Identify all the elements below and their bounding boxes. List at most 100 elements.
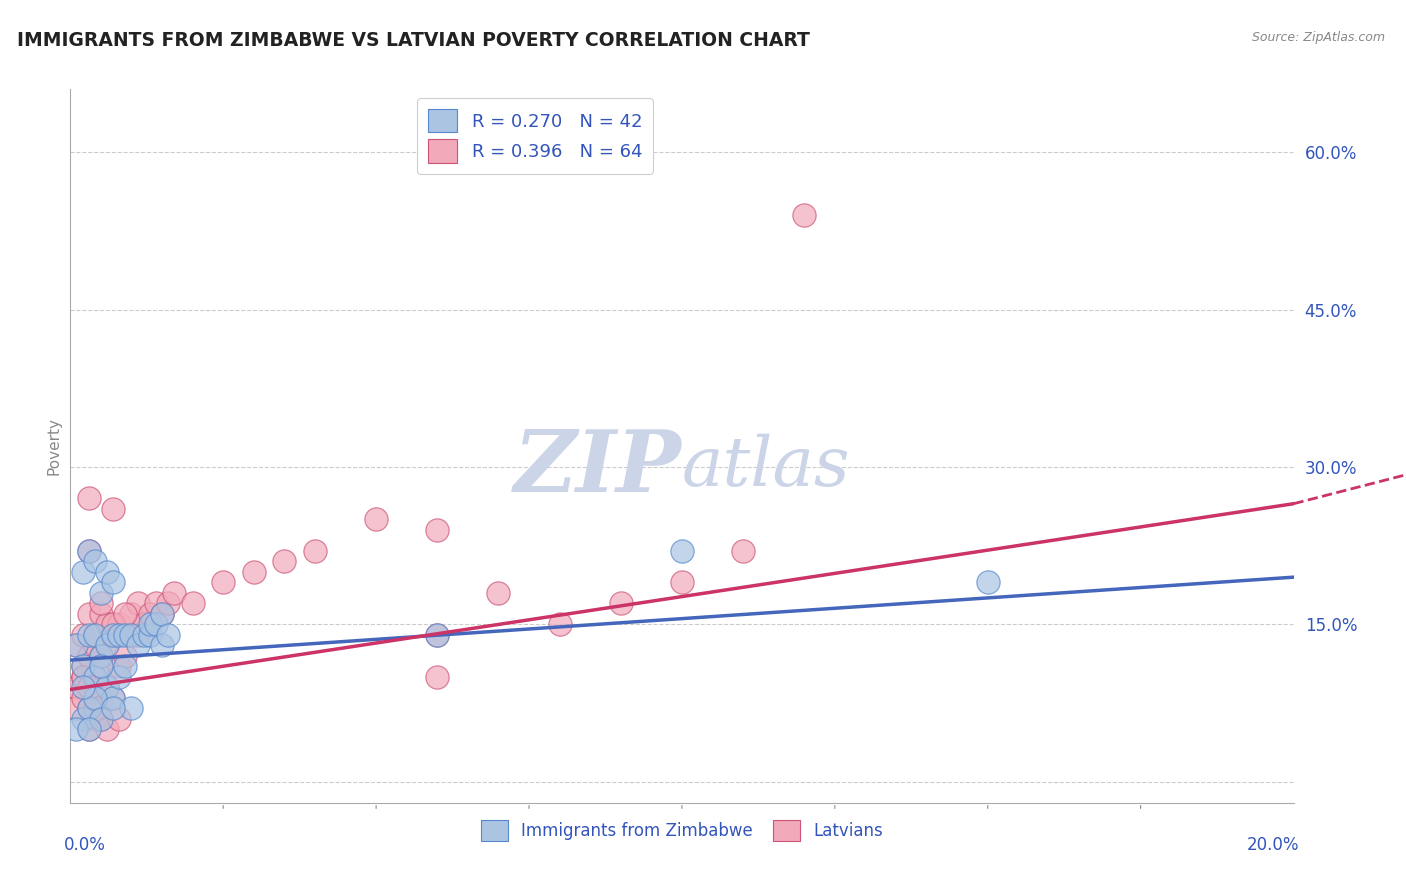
Point	[150, 607, 173, 621]
Point	[976, 575, 998, 590]
Point	[426, 628, 449, 642]
Point	[90, 607, 112, 621]
Point	[101, 575, 124, 590]
Point	[72, 690, 94, 705]
Point	[132, 628, 155, 642]
Point	[96, 681, 118, 695]
Point	[139, 617, 162, 632]
Text: ZIP: ZIP	[515, 425, 682, 509]
Point	[83, 628, 105, 642]
Point	[90, 596, 112, 610]
Point	[72, 670, 94, 684]
Point	[101, 628, 124, 642]
Point	[72, 670, 94, 684]
Point	[163, 586, 186, 600]
Point	[96, 565, 118, 579]
Point	[114, 607, 136, 621]
Point	[273, 554, 295, 568]
Point	[114, 648, 136, 663]
Point	[101, 628, 124, 642]
Point	[101, 690, 124, 705]
Point	[671, 575, 693, 590]
Point	[72, 659, 94, 673]
Point	[121, 701, 143, 715]
Point	[96, 639, 118, 653]
Point	[610, 596, 633, 610]
Point	[77, 723, 100, 737]
Point	[90, 659, 112, 673]
Point	[488, 586, 510, 600]
Point	[157, 628, 180, 642]
Point	[108, 659, 131, 673]
Point	[101, 701, 124, 715]
Point	[366, 512, 388, 526]
Point	[157, 596, 180, 610]
Point	[65, 639, 87, 653]
Point	[426, 670, 449, 684]
Point	[145, 617, 167, 632]
Point	[145, 596, 167, 610]
Point	[139, 607, 162, 621]
Point	[96, 639, 118, 653]
Point	[72, 628, 94, 642]
Text: 0.0%: 0.0%	[65, 837, 105, 855]
Point	[96, 723, 118, 737]
Point	[90, 712, 112, 726]
Point	[77, 681, 100, 695]
Point	[83, 701, 105, 715]
Text: 20.0%: 20.0%	[1247, 837, 1299, 855]
Point	[139, 628, 162, 642]
Point	[121, 628, 143, 642]
Point	[72, 565, 94, 579]
Point	[72, 712, 94, 726]
Point	[90, 648, 112, 663]
Point	[304, 544, 326, 558]
Point	[150, 607, 173, 621]
Point	[96, 617, 118, 632]
Point	[83, 639, 105, 653]
Point	[108, 712, 131, 726]
Point	[77, 544, 100, 558]
Text: atlas: atlas	[682, 434, 851, 500]
Point	[101, 502, 124, 516]
Point	[426, 523, 449, 537]
Point	[83, 628, 105, 642]
Point	[426, 628, 449, 642]
Point	[243, 565, 266, 579]
Point	[108, 628, 131, 642]
Point	[72, 659, 94, 673]
Point	[181, 596, 204, 610]
Point	[548, 617, 571, 632]
Point	[108, 670, 131, 684]
Point	[65, 701, 87, 715]
Point	[733, 544, 755, 558]
Point	[83, 690, 105, 705]
Text: IMMIGRANTS FROM ZIMBABWE VS LATVIAN POVERTY CORRELATION CHART: IMMIGRANTS FROM ZIMBABWE VS LATVIAN POVE…	[17, 31, 810, 50]
Point	[65, 639, 87, 653]
Point	[121, 607, 143, 621]
Point	[127, 639, 149, 653]
Point	[77, 544, 100, 558]
Point	[77, 491, 100, 506]
Point	[83, 681, 105, 695]
Point	[101, 690, 124, 705]
Point	[114, 628, 136, 642]
Point	[83, 670, 105, 684]
Point	[212, 575, 235, 590]
Point	[150, 639, 173, 653]
Point	[127, 628, 149, 642]
Legend: Immigrants from Zimbabwe, Latvians: Immigrants from Zimbabwe, Latvians	[474, 814, 890, 848]
Y-axis label: Poverty: Poverty	[46, 417, 62, 475]
Point	[77, 723, 100, 737]
Point	[90, 659, 112, 673]
Point	[83, 712, 105, 726]
Point	[108, 617, 131, 632]
Point	[127, 596, 149, 610]
Point	[90, 712, 112, 726]
Point	[77, 628, 100, 642]
Point	[90, 648, 112, 663]
Text: Source: ZipAtlas.com: Source: ZipAtlas.com	[1251, 31, 1385, 45]
Point	[132, 617, 155, 632]
Point	[77, 701, 100, 715]
Point	[90, 586, 112, 600]
